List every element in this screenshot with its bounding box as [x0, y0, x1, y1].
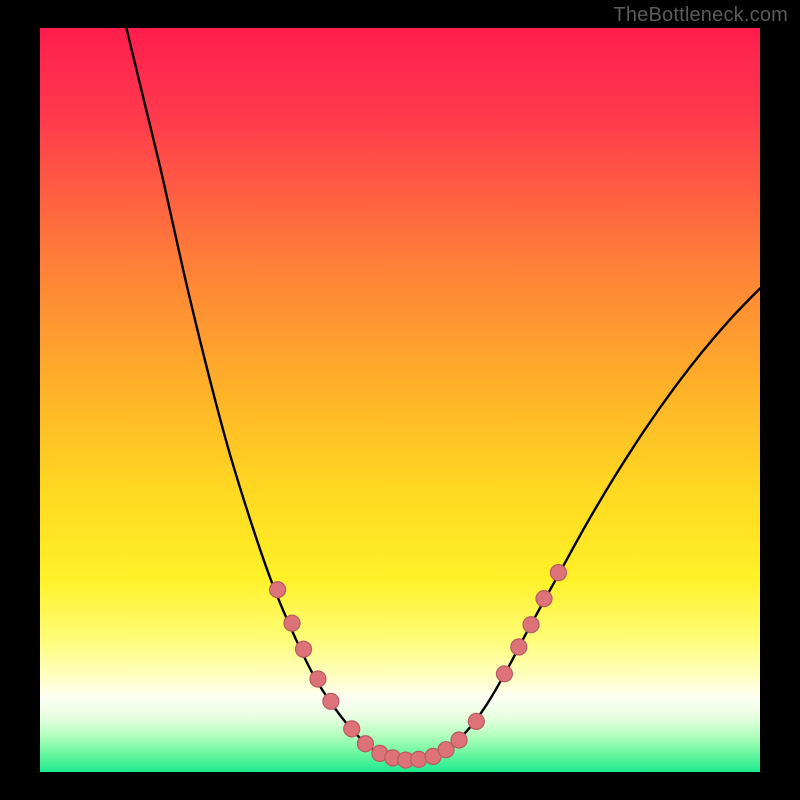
bottleneck-curve-chart [40, 28, 760, 772]
data-marker [511, 639, 527, 655]
data-marker [523, 617, 539, 633]
data-marker [496, 666, 512, 682]
data-marker [323, 693, 339, 709]
data-marker [284, 615, 300, 631]
data-marker [411, 751, 427, 767]
data-marker [310, 671, 326, 687]
data-marker [536, 591, 552, 607]
data-marker [550, 565, 566, 581]
data-marker [451, 732, 467, 748]
watermark-label: TheBottleneck.com [613, 4, 788, 27]
data-marker [296, 641, 312, 657]
data-marker [357, 736, 373, 752]
data-marker [468, 713, 484, 729]
data-marker [344, 721, 360, 737]
chart-frame: TheBottleneck.com [0, 0, 800, 800]
heat-gradient-background [40, 28, 760, 772]
plot-area [40, 28, 760, 772]
data-marker [270, 582, 286, 598]
